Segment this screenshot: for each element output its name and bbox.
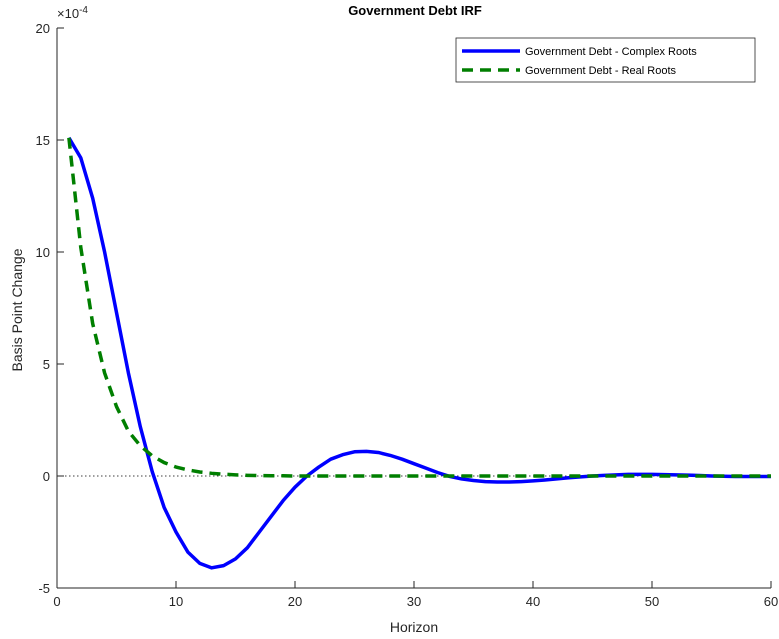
y-tick-label: 20	[36, 21, 50, 36]
legend: Government Debt - Complex Roots Governme…	[455, 37, 756, 83]
x-tick-label: 40	[526, 594, 540, 609]
y-axis-label: Basis Point Change	[9, 248, 25, 371]
x-tick-label: 30	[407, 594, 421, 609]
y-exponent-base: ×10	[57, 6, 79, 21]
y-tick-label: 0	[43, 469, 50, 484]
svg-text:×10-4: ×10-4	[57, 5, 88, 21]
x-tick-label: 60	[764, 594, 778, 609]
x-axis-label: Horizon	[390, 619, 438, 635]
y-tick-label: 10	[36, 245, 50, 260]
y-tick-label: -5	[38, 581, 50, 596]
x-tick-label: 0	[53, 594, 60, 609]
x-tick-label: 50	[645, 594, 659, 609]
y-axis-exponent: ×10-4	[57, 5, 88, 21]
legend-box	[455, 37, 756, 83]
y-exponent-power: -4	[79, 5, 88, 16]
legend-label-complex-roots: Government Debt - Complex Roots	[525, 46, 697, 58]
series-layer	[67, 136, 771, 570]
series-line-complex-roots	[67, 136, 771, 570]
legend-label-real-roots: Government Debt - Real Roots	[525, 65, 677, 77]
y-tick-label: 15	[36, 133, 50, 148]
x-tick-label: 20	[288, 594, 302, 609]
chart-title: Government Debt IRF	[348, 3, 482, 18]
y-tick-label: 5	[43, 357, 50, 372]
plot-area	[57, 28, 771, 588]
x-tick-label: 10	[169, 594, 183, 609]
